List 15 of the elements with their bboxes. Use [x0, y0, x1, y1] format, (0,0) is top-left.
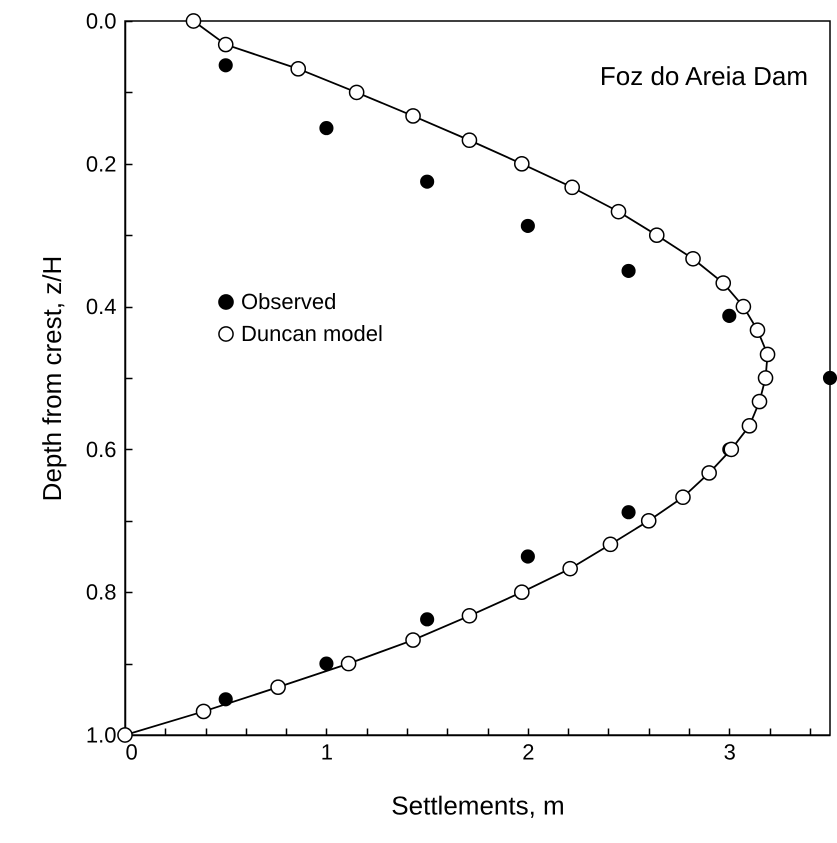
legend-label: Observed: [241, 289, 336, 314]
x-tick-label: 1: [320, 740, 334, 764]
x-tick-label: 0: [126, 740, 138, 764]
y-tick-label: 0.2: [86, 151, 116, 176]
y-tick-label: 0.4: [86, 294, 116, 320]
y-tick-label: 0.8: [86, 580, 116, 605]
y-tick-label: 1.0: [86, 722, 116, 748]
y-axis-title: Depth from crest, z/H: [36, 256, 67, 502]
y-tick-label: 0.6: [86, 436, 116, 462]
y-tick-label: 0.0: [86, 8, 116, 34]
x-axis-title: Settlements, m: [391, 790, 565, 820]
x-tick-label: 2: [522, 740, 534, 764]
x-tick-label: 3: [724, 740, 736, 764]
text: Foz do Areia Dam: [600, 61, 808, 91]
legend-label: Duncan model: [241, 321, 383, 346]
